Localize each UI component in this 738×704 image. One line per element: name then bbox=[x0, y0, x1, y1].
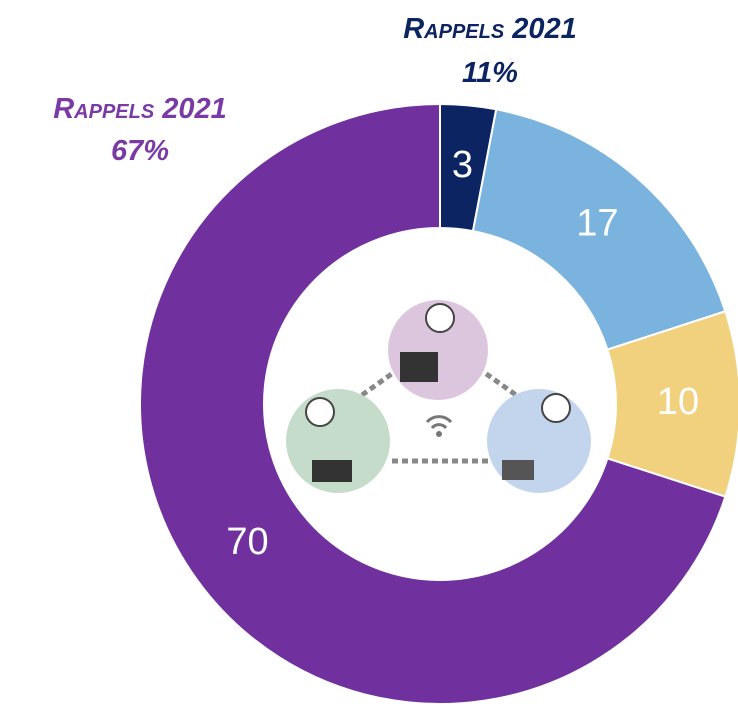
value-label: 17 bbox=[576, 203, 618, 245]
annotation-value: 11% bbox=[462, 57, 518, 89]
center-illustration bbox=[264, 228, 616, 580]
annotation-value: 67% bbox=[111, 135, 169, 167]
value-label: 70 bbox=[226, 521, 268, 563]
annotation-title: Rappels 2021 bbox=[403, 13, 577, 45]
value-label: 10 bbox=[657, 381, 699, 423]
chart: 3 17 10 70 Rappels 2021 11% Rappels 2021 67% bbox=[0, 0, 738, 704]
value-label: 3 bbox=[452, 144, 473, 186]
annotation-title: Rappels 2021 bbox=[53, 93, 227, 125]
